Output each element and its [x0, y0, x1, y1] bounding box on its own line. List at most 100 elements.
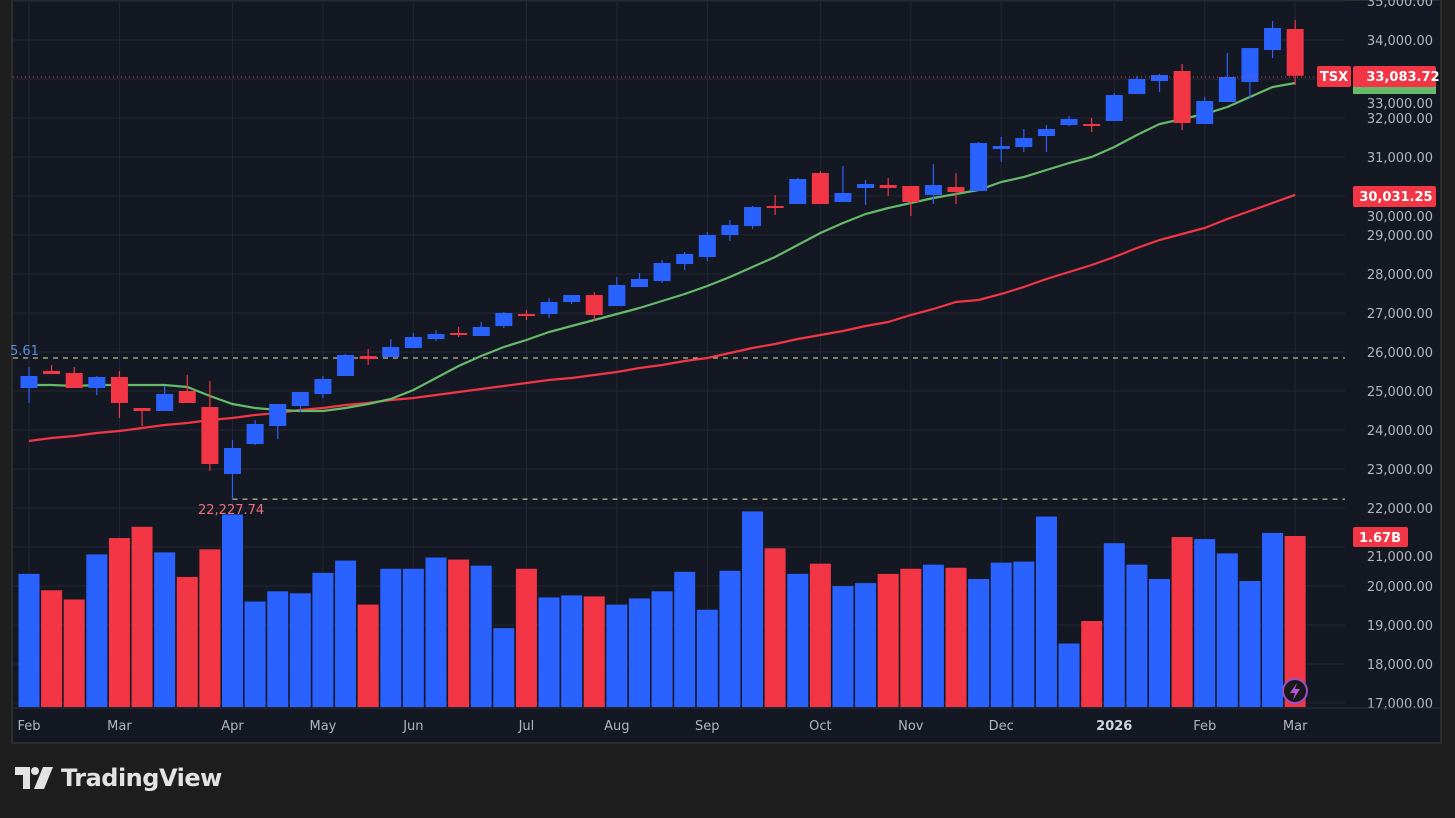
time-tick-label: Mar	[1283, 719, 1308, 734]
ma-short-tag	[1353, 86, 1436, 94]
candle-body	[1105, 95, 1123, 122]
candles	[20, 20, 1304, 500]
last-price-tag: TSX 33,083.72	[1317, 66, 1440, 94]
volume-bar	[1216, 553, 1238, 707]
candle-body	[178, 391, 196, 404]
candle-body	[1151, 75, 1168, 82]
price-tick-label: 23,000.00	[1367, 463, 1433, 478]
price-tick-label: 24,000.00	[1367, 424, 1433, 439]
candle-body	[65, 373, 83, 388]
volume-bar	[583, 596, 605, 707]
time-tick-label: Dec	[989, 719, 1014, 734]
price-tick-label: 28,000.00	[1367, 268, 1433, 283]
plot-area[interactable]	[13, 20, 1345, 707]
volume-bar	[154, 552, 176, 707]
ma-long-line	[28, 193, 1296, 443]
candle-body	[382, 347, 400, 358]
volume-bar	[1081, 620, 1103, 707]
price-tick-label: 18,000.00	[1367, 658, 1433, 673]
volume-bar	[312, 572, 334, 707]
volume-bar	[809, 563, 831, 707]
last-price-tag-text: 33,083.72	[1366, 70, 1439, 85]
candle-body	[947, 187, 965, 193]
volume-bar	[289, 593, 311, 707]
volume-tag: 1.67B	[1353, 527, 1408, 547]
candle-body	[404, 337, 422, 349]
price-tick-label: 20,000.00	[1367, 580, 1433, 595]
volume-bar	[606, 604, 628, 707]
time-tick-label: Oct	[809, 719, 831, 734]
candle-body	[1128, 79, 1146, 95]
candle-body	[789, 178, 807, 204]
tradingview-logo[interactable]: TradingView	[15, 764, 222, 792]
candle-body	[495, 313, 513, 327]
time-tick-label: Feb	[1193, 719, 1216, 734]
candle-body	[43, 370, 61, 375]
time-tick-label: Sep	[695, 719, 720, 734]
candle-body	[427, 334, 445, 340]
candle-body	[857, 184, 875, 189]
price-tick-label: 35,000.00	[1367, 0, 1433, 10]
volume-bar	[108, 538, 130, 707]
candle-body	[1173, 71, 1191, 124]
candle-body	[88, 376, 106, 388]
volume-bar	[787, 573, 809, 707]
volume-bar	[1058, 643, 1080, 707]
price-tick-label: 34,000.00	[1367, 34, 1433, 49]
volume-bar	[1035, 516, 1057, 707]
candle-body	[766, 206, 784, 209]
candle-body	[110, 376, 128, 404]
candle-body	[970, 143, 988, 192]
volume-bar	[674, 571, 696, 707]
volume-bar	[131, 526, 153, 707]
lightning-icon[interactable]	[1282, 678, 1308, 704]
volume-bar	[448, 559, 470, 707]
price-tick-label: 21,000.00	[1367, 550, 1433, 565]
volume-bar	[493, 628, 515, 707]
candle-body	[902, 186, 920, 203]
time-tick-label: Aug	[604, 719, 629, 734]
candle-body	[608, 284, 626, 307]
candle-body	[133, 408, 151, 412]
volume-bar	[1013, 561, 1035, 707]
candle-body	[337, 355, 355, 377]
volume-bar	[764, 548, 786, 707]
candle-body	[563, 295, 581, 303]
volume-bar	[402, 568, 424, 707]
price-tick-label: 31,000.00	[1367, 151, 1433, 166]
candle-body	[1196, 101, 1214, 125]
candle-body	[314, 379, 332, 395]
volume-bar	[990, 562, 1012, 707]
time-tick-label: May	[309, 719, 336, 734]
volume-bar	[719, 570, 741, 707]
volume-bar	[63, 599, 85, 707]
time-tick-label: Nov	[898, 719, 924, 734]
volume-bar	[267, 591, 289, 707]
candle-body	[1060, 119, 1078, 126]
volume-bar	[1126, 564, 1148, 707]
candle-body	[1241, 48, 1259, 83]
candle-body	[1015, 138, 1033, 148]
volume-bar	[41, 590, 63, 707]
price-tick-label: 30,000.00	[1367, 210, 1433, 225]
time-axis[interactable]: Feb Mar Apr May Jun Jul Aug Sep Oct Nov Dec 2026 Feb…	[17, 719, 1308, 734]
price-tick-label: 17,000.00	[1367, 697, 1433, 712]
volume-bar	[922, 564, 944, 707]
candle-body	[992, 146, 1010, 150]
volume-bar	[425, 557, 447, 707]
price-tick-label: 25,000.00	[1367, 385, 1433, 400]
volume-bar	[651, 591, 673, 707]
time-tick-label: 2026	[1096, 719, 1132, 734]
volume-bar	[1149, 579, 1170, 707]
candle-body	[879, 185, 897, 189]
logo-text: TradingView	[61, 764, 222, 792]
candle-body	[1037, 128, 1055, 137]
candle-body	[676, 253, 694, 265]
price-tick-label: 33,000.00	[1367, 97, 1433, 112]
volume-bar	[1284, 536, 1306, 707]
candle-body	[472, 327, 490, 337]
volume-bar	[561, 595, 583, 707]
candle-body	[1264, 28, 1282, 51]
volume-bar	[1103, 543, 1125, 707]
